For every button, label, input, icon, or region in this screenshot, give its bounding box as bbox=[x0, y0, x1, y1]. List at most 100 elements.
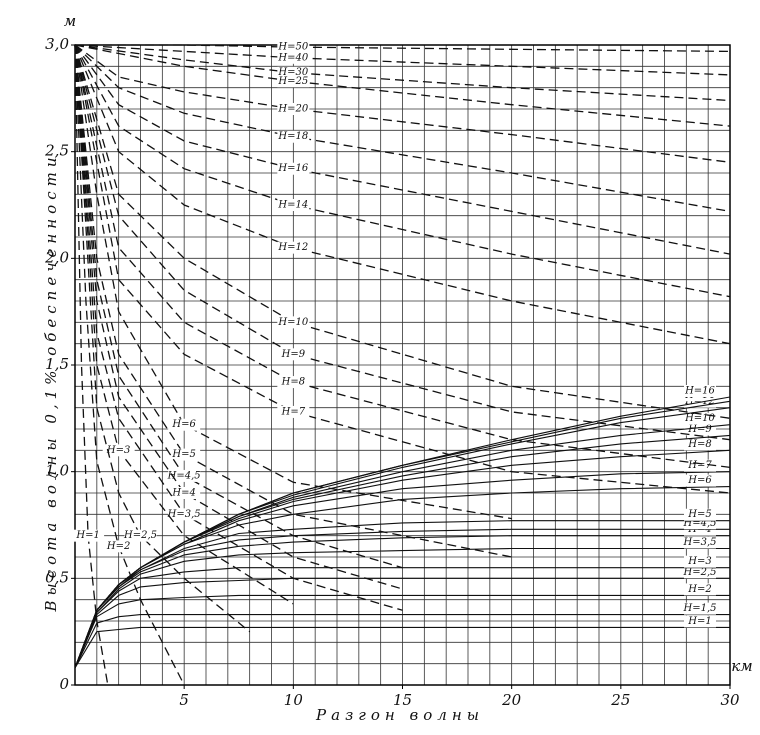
label-bg bbox=[168, 418, 201, 431]
series-label: H=40 bbox=[277, 52, 308, 63]
series-label: H=18 bbox=[277, 131, 308, 142]
label-bg bbox=[277, 316, 310, 329]
y-tick-label: 2,5 bbox=[44, 142, 69, 160]
dashed-line bbox=[74, 44, 731, 213]
series-label: H=5 bbox=[687, 509, 711, 520]
dashed-line bbox=[74, 44, 185, 686]
series-label: H=6 bbox=[171, 419, 196, 430]
solid-line bbox=[74, 577, 730, 669]
label-bg bbox=[684, 602, 716, 615]
series-label: H=6 bbox=[687, 475, 712, 486]
series-label: H=3 bbox=[687, 556, 711, 567]
y-tick-label: 1,5 bbox=[45, 355, 69, 373]
x-unit: км bbox=[731, 657, 752, 675]
series-label: H=30 bbox=[277, 67, 308, 78]
series-label: H=8 bbox=[687, 439, 711, 450]
dashed-line bbox=[74, 44, 731, 163]
y-tick-label: 1,0 bbox=[45, 462, 69, 480]
series-label: H=2,5 bbox=[682, 567, 716, 578]
series-label: H=16 bbox=[277, 163, 308, 174]
label-bg bbox=[168, 448, 201, 461]
dashed-line bbox=[74, 44, 731, 419]
dashed-line bbox=[74, 44, 731, 102]
dashed-line bbox=[74, 44, 512, 558]
label-bg bbox=[124, 529, 157, 542]
label-bg bbox=[684, 566, 716, 579]
y-unit: м bbox=[64, 12, 76, 30]
solid-line bbox=[74, 396, 731, 669]
label-bg bbox=[684, 385, 716, 397]
series-label: H=9 bbox=[687, 424, 712, 435]
series-label: H=1,5 bbox=[682, 603, 716, 614]
label-bg bbox=[277, 376, 310, 389]
y-tick-label: 3,0 bbox=[45, 35, 69, 53]
dashed-line bbox=[74, 44, 403, 590]
label-bg bbox=[684, 508, 716, 521]
solid-line bbox=[74, 567, 730, 669]
dashed-line bbox=[74, 44, 251, 633]
series-label: H=10 bbox=[277, 317, 308, 328]
solid-line bbox=[74, 528, 730, 669]
series-label: H=20 bbox=[277, 104, 308, 115]
dashed-line bbox=[74, 44, 731, 494]
label-bg bbox=[684, 474, 716, 487]
series-label: H=9 bbox=[281, 349, 306, 360]
series-label: H=4 bbox=[171, 488, 195, 499]
dashed-line bbox=[74, 44, 403, 611]
x-tick-label: 25 bbox=[610, 691, 630, 709]
x-tick-label: 20 bbox=[501, 691, 522, 709]
x-tick-label: 30 bbox=[720, 691, 740, 709]
series-label: H=16 bbox=[684, 386, 715, 397]
label-bg bbox=[684, 459, 716, 472]
x-tick-label: 15 bbox=[393, 691, 412, 709]
label-bg bbox=[277, 130, 310, 143]
y-tick-label: 2,0 bbox=[44, 248, 69, 266]
series-label: H=25 bbox=[277, 76, 308, 87]
series-label: H=12 bbox=[277, 242, 308, 253]
series-label: H=3,5 bbox=[682, 537, 716, 548]
series-label: H=4,5 bbox=[682, 518, 716, 529]
label-bg bbox=[277, 103, 310, 115]
series-label: H=3,5 bbox=[167, 509, 201, 520]
solid-line bbox=[74, 614, 730, 669]
label-bg bbox=[102, 444, 135, 457]
x-axis-title: Разгон волны bbox=[315, 706, 484, 724]
y-axis-title: Высота волны 0,1% обеспеченности bbox=[42, 153, 60, 613]
label-bg bbox=[72, 529, 105, 542]
label-bg bbox=[168, 508, 201, 521]
label-bg bbox=[277, 199, 310, 211]
dashed-line bbox=[74, 44, 512, 520]
series-label: H=5 bbox=[171, 449, 195, 460]
x-tick-label: 10 bbox=[284, 691, 304, 709]
label-bg bbox=[277, 41, 310, 54]
label-bg bbox=[684, 615, 716, 628]
dashed-line bbox=[74, 44, 731, 345]
label-bg bbox=[277, 162, 310, 175]
label-bg bbox=[277, 51, 310, 64]
series-label: H=4,5 bbox=[167, 470, 201, 481]
series-label: H=10 bbox=[684, 413, 715, 424]
series-label: H=2,5 bbox=[123, 530, 157, 541]
series-label: H=8 bbox=[281, 377, 305, 388]
series-label: H=2 bbox=[106, 541, 130, 552]
label-bg bbox=[277, 348, 310, 361]
series-label: H=12 bbox=[684, 396, 715, 407]
dashed-line bbox=[74, 44, 731, 298]
y-tick-label: 0,5 bbox=[45, 568, 69, 586]
series-label: H=7 bbox=[281, 406, 306, 417]
dashed-line bbox=[74, 44, 731, 441]
series-label: H=1 bbox=[75, 530, 99, 541]
y-tick-label: 0 bbox=[59, 675, 69, 693]
label-bg bbox=[277, 241, 310, 254]
dashed-line bbox=[74, 44, 731, 469]
series-label: H=3 bbox=[106, 445, 130, 456]
label-bg bbox=[684, 555, 716, 568]
solid-line bbox=[74, 547, 730, 669]
label-bg bbox=[277, 75, 310, 88]
series-label: H=2 bbox=[687, 584, 711, 595]
dashed-line bbox=[74, 44, 731, 255]
dashed-line bbox=[74, 44, 731, 127]
label-bg bbox=[684, 583, 716, 596]
solid-line bbox=[74, 626, 730, 669]
